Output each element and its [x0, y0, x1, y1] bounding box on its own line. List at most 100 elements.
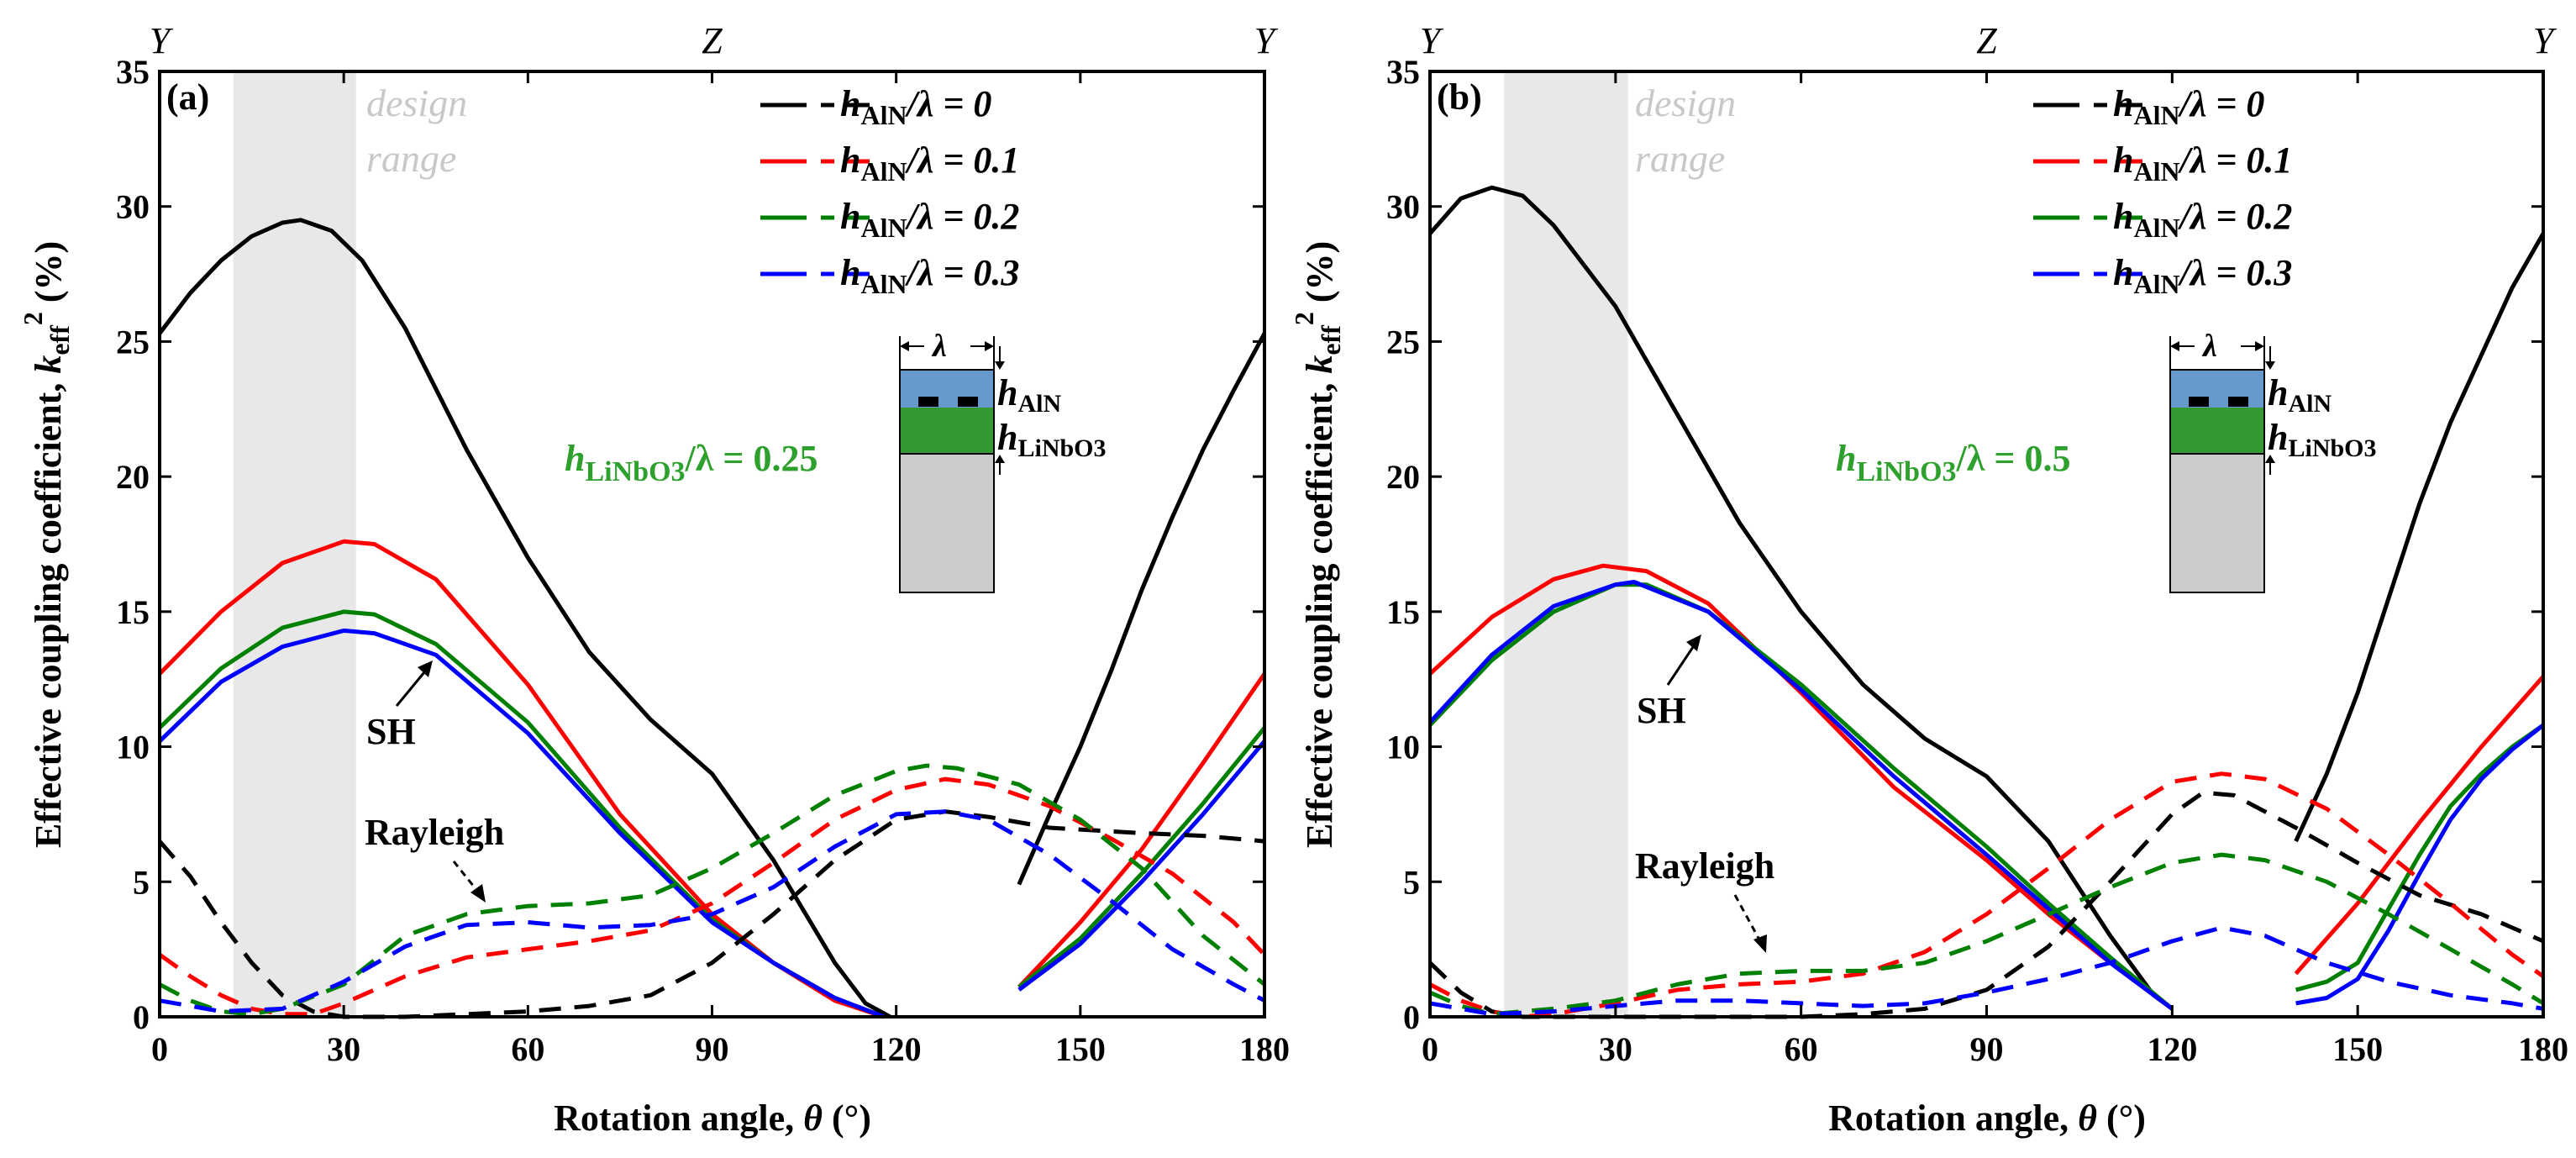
series-line-b-3-0	[1428, 580, 2174, 1011]
x-tick-label-b-1: 30	[1599, 1030, 1632, 1068]
design-range-shade-b	[1504, 71, 1628, 1017]
layer-stack-inset-b: λ hAlN hLiNbO3	[2169, 329, 2377, 593]
thickness-label-b: hLiNbO3/λ = 0.5	[1836, 438, 2070, 487]
y-tick-label-a-2: 10	[116, 729, 150, 766]
layer-stack-inset-a: λ hAlN hLiNbO3	[899, 329, 1107, 593]
lambda-arrowhead-left-a	[900, 341, 909, 351]
panel-label-a: (a)	[166, 76, 209, 118]
lambda-arrowhead-right-b	[2255, 341, 2264, 351]
lambda-arrowhead-left-b	[2170, 341, 2179, 351]
x-tick-label-b-3: 90	[1970, 1030, 2004, 1068]
annotation-rayleigh-arrow-a	[452, 861, 479, 892]
x-tick-label-b-2: 60	[1785, 1030, 1818, 1068]
top-axis-label-b-2: Y	[2533, 20, 2558, 61]
design-range-text-2-b: range	[1635, 137, 1725, 180]
lambda-symbol-a: λ	[931, 329, 947, 364]
top-axis-label-a-1: Z	[702, 20, 723, 61]
series-line-a-4-0	[158, 809, 1265, 1019]
y-tick-label-a-4: 20	[116, 458, 150, 496]
design-range-text-1-b: design	[1635, 82, 1736, 124]
annotation-sh-arrow-a	[395, 671, 426, 707]
legend-entry-b-3: hAlN/λ = 0.3	[2113, 252, 2292, 299]
x-tick-label-b-5: 150	[2332, 1030, 2383, 1068]
annotation-sh-b: SH	[1637, 690, 1686, 731]
series-line-b-6-0	[1429, 852, 2545, 1017]
legend-b: hAlN/λ = 0 hAlN/λ = 0.1 hAlN/λ = 0.2 hAl…	[2033, 83, 2292, 299]
annotation-sh-arrow-b	[1666, 646, 1695, 686]
y-tick-label-b-2: 10	[1386, 729, 1420, 766]
series-line-a-0-1	[1017, 332, 1267, 886]
annotation-rayleigh-b: Rayleigh	[1635, 845, 1774, 887]
electrode-b-2	[2228, 397, 2248, 407]
legend-entry-a-1: hAlN/λ = 0.1	[840, 139, 1019, 187]
x-tick-label-b-0: 0	[1422, 1030, 1438, 1068]
x-tick-label-a-0: 0	[151, 1030, 168, 1068]
legend-entry-b-1: hAlN/λ = 0.1	[2113, 139, 2292, 187]
x-tick-label-a-2: 60	[511, 1030, 544, 1068]
y-tick-label-b-4: 20	[1386, 458, 1420, 496]
annotation-rayleigh-arrow-b	[1733, 894, 1762, 942]
linbo3-layer-b	[2170, 408, 2264, 454]
electrode-b-1	[2189, 397, 2209, 407]
y-tick-label-b-0: 0	[1403, 998, 1420, 1036]
inset-frame-a	[899, 369, 995, 593]
x-tick-label-a-6: 180	[1239, 1030, 1290, 1068]
y-axis-label-a: Effective coupling coefficient, keff2 (%…	[18, 241, 75, 848]
top-axis-label-a-2: Y	[1254, 20, 1279, 61]
top-axis-label-a-0: Y	[150, 20, 174, 61]
y-tick-label-b-7: 35	[1386, 53, 1420, 91]
series-line-a-0-0	[158, 218, 891, 1019]
aln-arrowhead-b	[2265, 361, 2275, 370]
annotation-rayleigh-arrowhead-a	[471, 884, 486, 903]
electrode-a-2	[958, 397, 978, 407]
thickness-label-a: hLiNbO3/λ = 0.25	[565, 438, 817, 487]
linbo3-arrowhead-b	[2265, 455, 2275, 463]
annotation-sh-arrowhead-b	[1686, 634, 1701, 651]
series-line-a-1-1	[1017, 672, 1267, 989]
series-line-b-1-1	[2294, 675, 2545, 976]
linbo3-layer-a	[900, 408, 994, 454]
y-tick-label-a-0: 0	[133, 998, 150, 1036]
y-tick-label-a-7: 35	[116, 53, 150, 91]
x-axis-label-b: Rotation angle, θ (°)	[1828, 1097, 2146, 1139]
y-tick-label-b-1: 5	[1403, 863, 1420, 901]
y-tick-label-a-1: 5	[133, 863, 150, 901]
x-axis-label-a: Rotation angle, θ (°)	[554, 1097, 871, 1139]
aln-arrowhead-a	[995, 361, 1005, 370]
design-range-text-2-a: range	[366, 137, 456, 180]
inset-label-aln-a: hAlN	[997, 372, 1061, 418]
aln-layer-b	[2170, 370, 2264, 408]
substrate-a	[899, 453, 995, 593]
y-tick-label-a-5: 25	[116, 323, 150, 361]
inset-label-linbo3-a: hLiNbO3	[997, 417, 1107, 462]
top-axis-label-b-0: Y	[1420, 20, 1444, 61]
design-range-text-1-a: design	[366, 82, 467, 124]
legend-entry-b-0: hAlN/λ = 0	[2113, 83, 2264, 130]
inset-frame-b	[2169, 369, 2265, 593]
series-line-b-3-1	[2295, 723, 2545, 1006]
x-tick-label-a-3: 90	[696, 1030, 729, 1068]
legend-entry-b-2: hAlN/λ = 0.2	[2113, 196, 2292, 243]
lambda-symbol-b: λ	[2201, 329, 2217, 364]
y-tick-label-b-3: 15	[1386, 593, 1420, 631]
x-tick-label-b-6: 180	[2518, 1030, 2568, 1068]
substrate-b	[2169, 453, 2265, 593]
series-line-a-3-1	[1017, 740, 1266, 992]
series-line-a-3-0	[158, 628, 885, 1019]
top-axis-label-b-1: Z	[1976, 20, 1997, 61]
series-line-b-2-1	[2295, 723, 2545, 992]
x-tick-label-a-4: 120	[871, 1030, 922, 1068]
panel-label-b: (b)	[1437, 76, 1482, 118]
y-tick-label-a-6: 30	[116, 188, 150, 226]
lambda-arrowhead-right-a	[985, 341, 994, 351]
series-line-b-0-0	[1428, 185, 2174, 1011]
legend-a: hAlN/λ = 0 hAlN/λ = 0.1 hAlN/λ = 0.2 hAl…	[760, 83, 1019, 299]
electrode-a-1	[918, 397, 938, 407]
annotation-rayleigh-a: Rayleigh	[365, 812, 504, 853]
series-line-b-0-1	[2294, 232, 2546, 843]
linbo3-arrowhead-a	[995, 455, 1005, 463]
y-axis-label-b: Effective coupling coefficient, keff2 (%…	[1289, 241, 1346, 848]
